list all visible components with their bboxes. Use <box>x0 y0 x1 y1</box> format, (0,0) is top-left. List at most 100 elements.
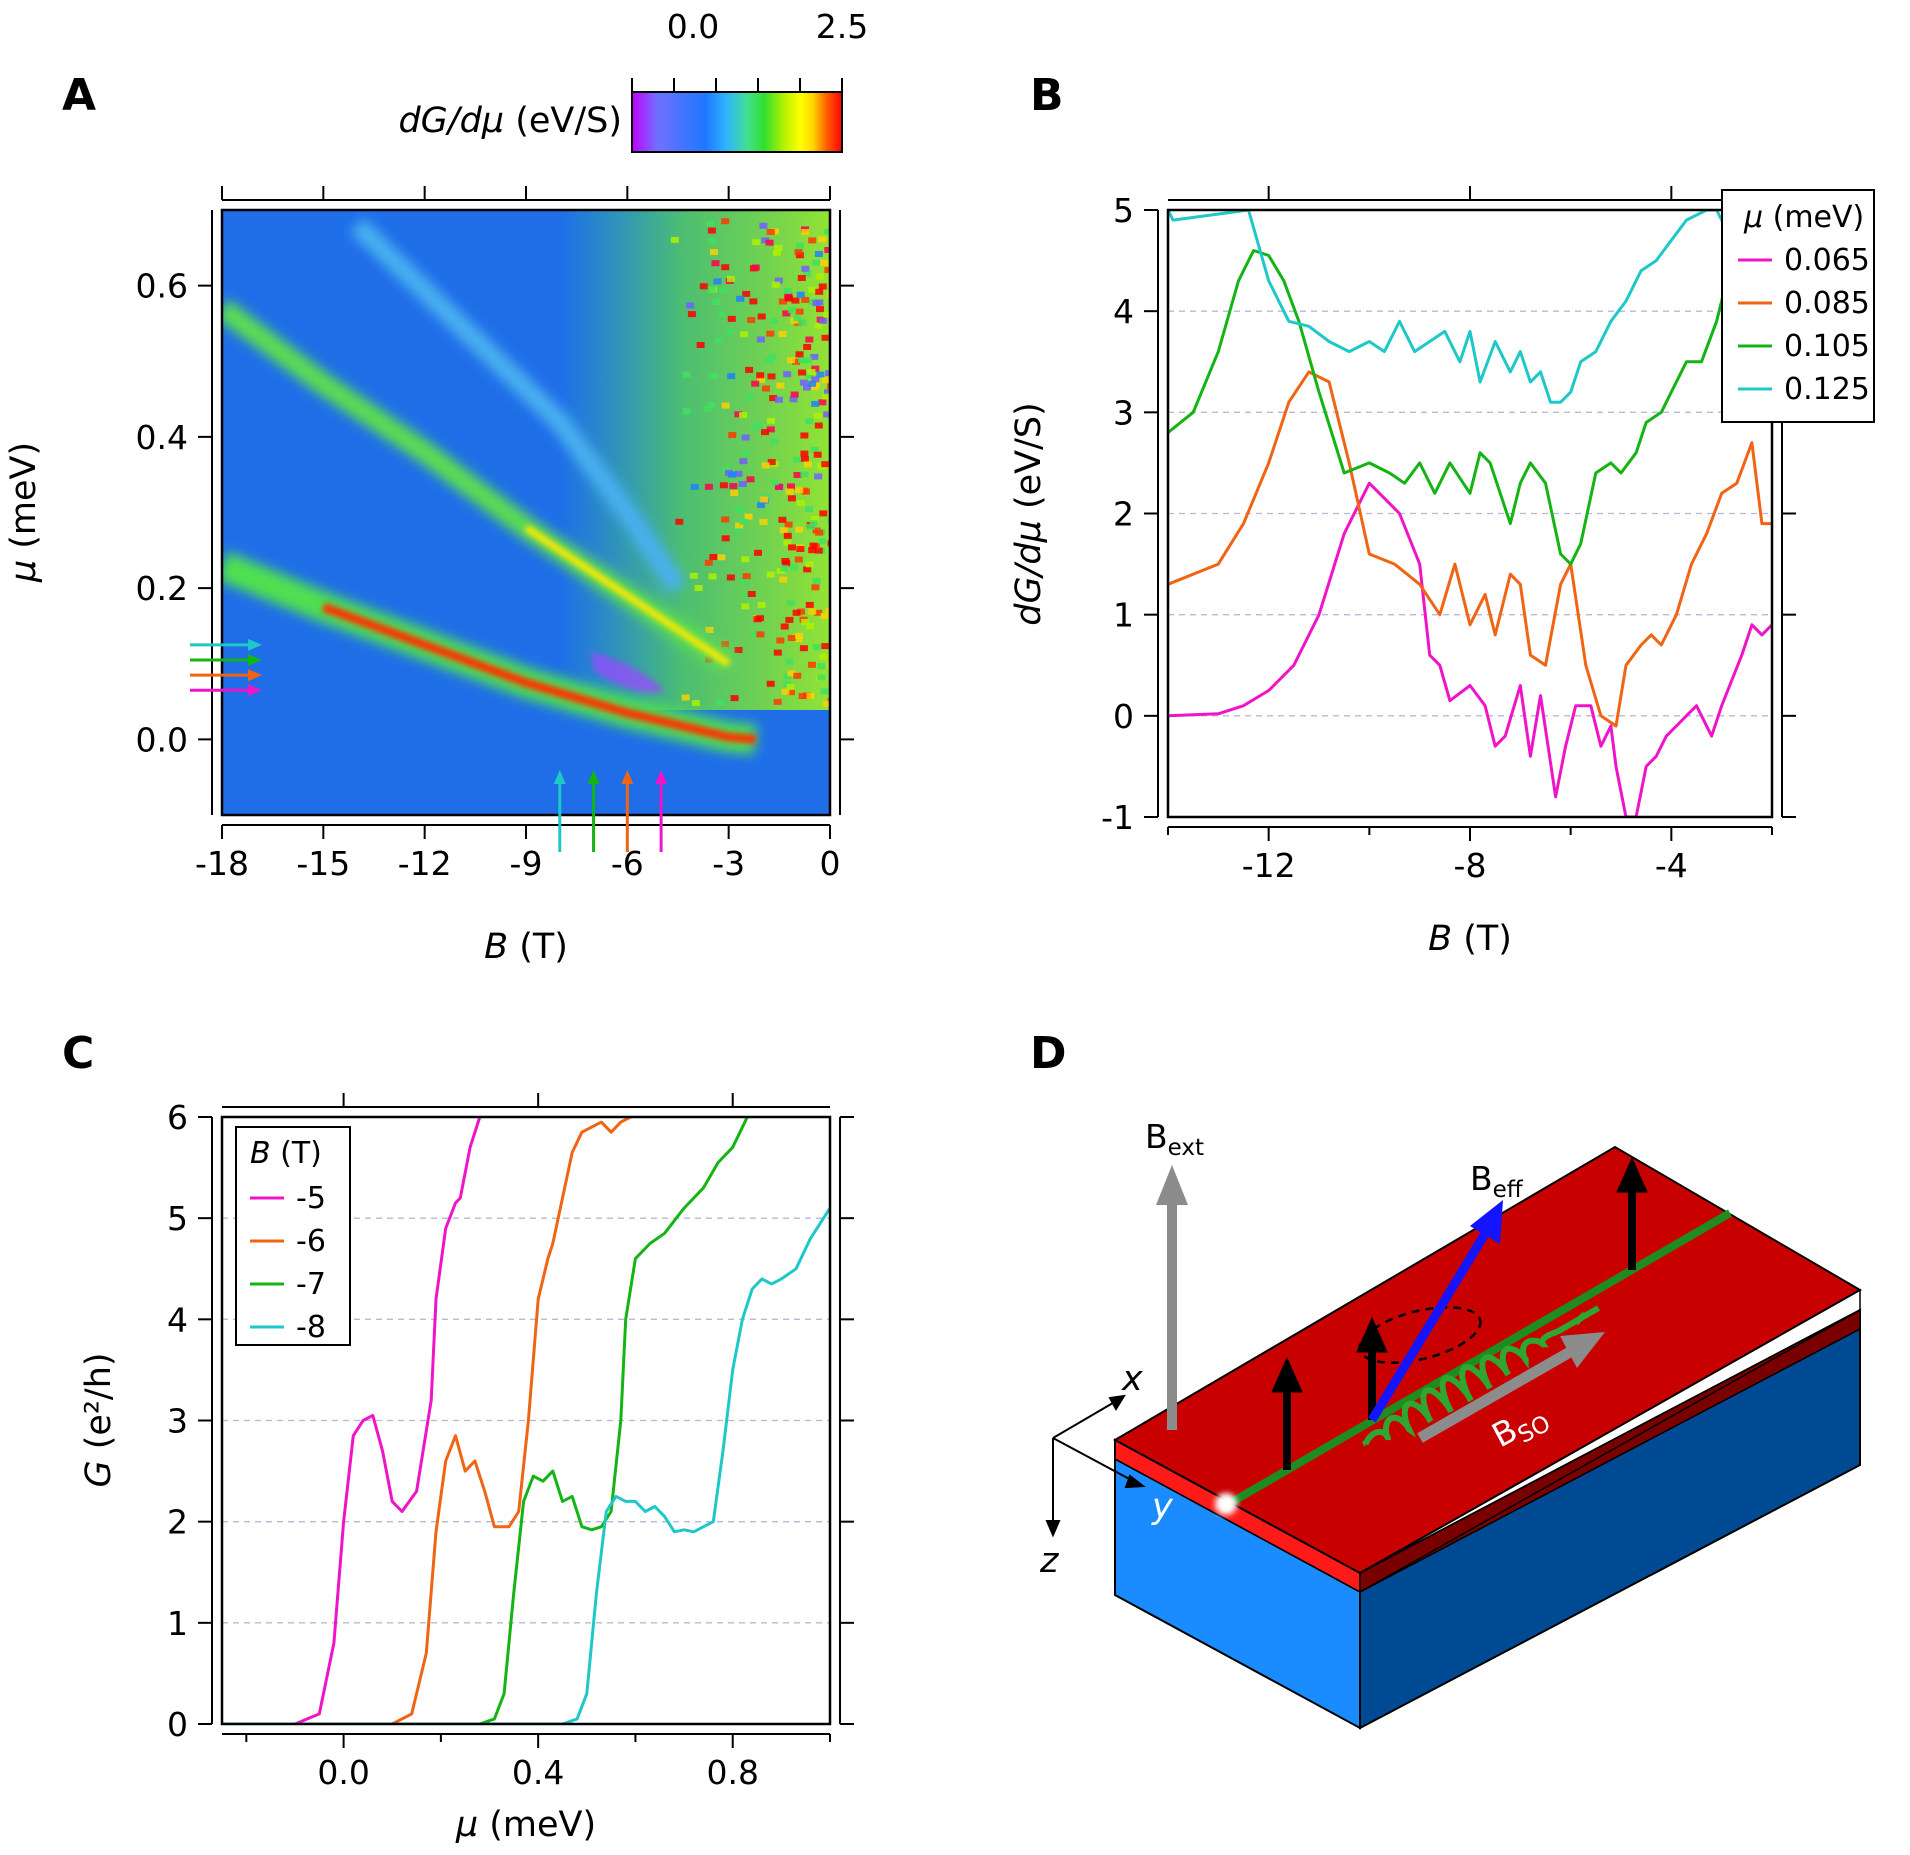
noise-cell <box>807 369 816 375</box>
noise-cell <box>785 658 793 665</box>
noise-cell <box>819 653 828 660</box>
noise-cell <box>786 684 795 690</box>
noise-cell <box>818 399 827 406</box>
noise-cell <box>686 302 695 309</box>
noise-cell <box>720 641 729 648</box>
noise-cell <box>823 700 830 707</box>
series-line <box>222 1117 632 1724</box>
noise-cell <box>797 275 806 281</box>
x-tick-label: 0.4 <box>512 1753 564 1792</box>
noise-cell <box>728 471 737 478</box>
panel-a-arrows <box>190 638 668 852</box>
y-tick-label: 2 <box>1113 495 1134 534</box>
noise-cell <box>803 384 811 391</box>
noise-cell <box>781 558 790 564</box>
noise-cell <box>813 451 822 458</box>
panel-b-legend: μ (meV) 0.065 0.085 0.105 0.125 <box>1721 189 1875 423</box>
noise-cell <box>721 402 730 409</box>
noise-cell <box>741 449 750 456</box>
noise-cell <box>785 295 793 302</box>
point-contact-glow <box>1215 1493 1237 1515</box>
legend-c-box <box>235 1126 351 1346</box>
colorbar-ticks <box>631 78 843 92</box>
noise-cell <box>808 547 817 554</box>
noise-cell <box>824 267 830 273</box>
x-tick-label: -8 <box>1454 846 1487 885</box>
helix-wire <box>1362 1305 1601 1447</box>
noise-cell <box>821 461 830 468</box>
noise-cell <box>782 310 791 317</box>
panel-c-axes: 0.0 0.4 0.8 0 1 2 3 4 5 6 <box>167 1093 854 1792</box>
noise-cell <box>814 322 823 329</box>
noise-cell <box>805 561 814 568</box>
mu-arrow-head <box>248 638 262 651</box>
noise-cell <box>819 510 828 517</box>
noise-cell <box>752 239 761 246</box>
noise-cell <box>790 564 798 571</box>
noise-cell <box>824 389 830 396</box>
y-tick-label: -1 <box>1101 798 1134 837</box>
b-eff-arrow-shaft <box>1368 1229 1490 1423</box>
y-tick-label: 2 <box>167 1503 188 1542</box>
colorbar-min-label: 0.0 <box>667 7 719 46</box>
noise-cell <box>767 417 775 424</box>
noise-cell <box>796 546 805 552</box>
noise-cell <box>734 528 743 535</box>
noise-cell <box>766 680 775 687</box>
noise-cell <box>813 412 822 419</box>
y-tick-label: 0 <box>167 1705 188 1744</box>
noise-cell <box>787 495 796 502</box>
noise-cell <box>800 432 809 439</box>
x-tick-label: -3 <box>712 844 745 883</box>
x-tick-label: -15 <box>296 844 350 883</box>
y-tick-label: 3 <box>1113 393 1134 432</box>
noise-cell <box>778 516 787 523</box>
noise-cell <box>783 539 792 546</box>
panel-d-diagram: x y z Bext Beff BSO <box>1039 1117 1863 1730</box>
noise-cell <box>798 369 806 376</box>
noise-cell <box>707 401 716 408</box>
y-tick-label: 0.0 <box>136 720 188 759</box>
noise-cell <box>795 526 804 533</box>
axis-x-line <box>1052 1399 1119 1439</box>
noise-cell <box>795 351 804 358</box>
noise-cell <box>764 357 773 364</box>
noise-cell <box>806 523 815 530</box>
noise-cell <box>820 688 829 695</box>
noise-cell <box>729 483 738 490</box>
noise-cell <box>805 372 814 379</box>
noise-cell <box>814 251 823 257</box>
x-tick-label: 0 <box>820 844 841 883</box>
noise-cell <box>827 383 830 389</box>
b-eff-arrow <box>1368 1200 1503 1423</box>
noise-cell <box>730 695 739 702</box>
noise-cell <box>825 607 830 614</box>
legend-entry: -7 <box>296 1267 326 1302</box>
noise-cell <box>808 286 817 293</box>
legend-c-title: B (T) <box>250 1136 322 1171</box>
noise-cell <box>711 260 720 267</box>
noise-cell <box>795 242 804 249</box>
noise-cell <box>801 229 810 235</box>
b-arrow-head <box>587 770 600 784</box>
noise-cell <box>740 579 749 586</box>
noise-cell <box>721 218 730 225</box>
noise-cell <box>783 532 792 539</box>
noise-cell <box>751 380 760 387</box>
noise-cell <box>730 490 739 497</box>
noise-cell <box>806 692 815 699</box>
noise-cell <box>761 462 770 469</box>
b-ext-arrow-head <box>1156 1165 1188 1205</box>
noise-cell <box>821 334 830 341</box>
noise-cell <box>726 276 735 282</box>
noise-cell <box>812 644 821 651</box>
heatmap-band-second-core <box>524 524 731 667</box>
noise-cell <box>745 366 754 373</box>
panel-c-y-label: G (e²/h) <box>79 1352 119 1487</box>
noise-cell <box>742 573 751 580</box>
noise-cell <box>819 317 828 324</box>
noise-cell <box>799 379 808 386</box>
colorbar: 0.0 2.5 dG/dμ (eV/S) <box>398 7 868 153</box>
noise-cell <box>796 499 805 506</box>
noise-cell <box>759 222 768 229</box>
